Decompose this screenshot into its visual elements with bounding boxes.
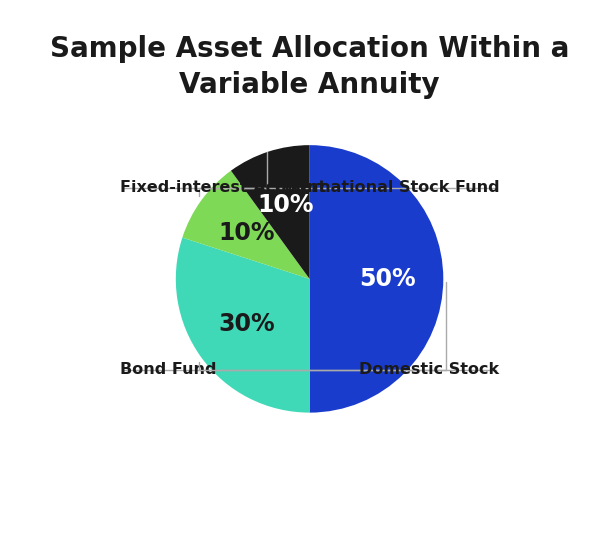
Text: 10%: 10% <box>257 193 314 217</box>
Wedge shape <box>231 145 310 279</box>
Text: 50%: 50% <box>359 267 416 291</box>
Wedge shape <box>176 238 310 413</box>
Text: Fixed-interest Account: Fixed-interest Account <box>120 181 326 196</box>
Title: Sample Asset Allocation Within a
Variable Annuity: Sample Asset Allocation Within a Variabl… <box>50 34 569 99</box>
Text: Bond Fund: Bond Fund <box>120 362 216 377</box>
Wedge shape <box>309 145 443 413</box>
Text: 10%: 10% <box>219 222 275 245</box>
Text: International Stock Fund: International Stock Fund <box>275 181 500 196</box>
Wedge shape <box>182 171 310 279</box>
Text: 30%: 30% <box>219 313 275 336</box>
Text: Domestic Stock: Domestic Stock <box>359 362 500 377</box>
